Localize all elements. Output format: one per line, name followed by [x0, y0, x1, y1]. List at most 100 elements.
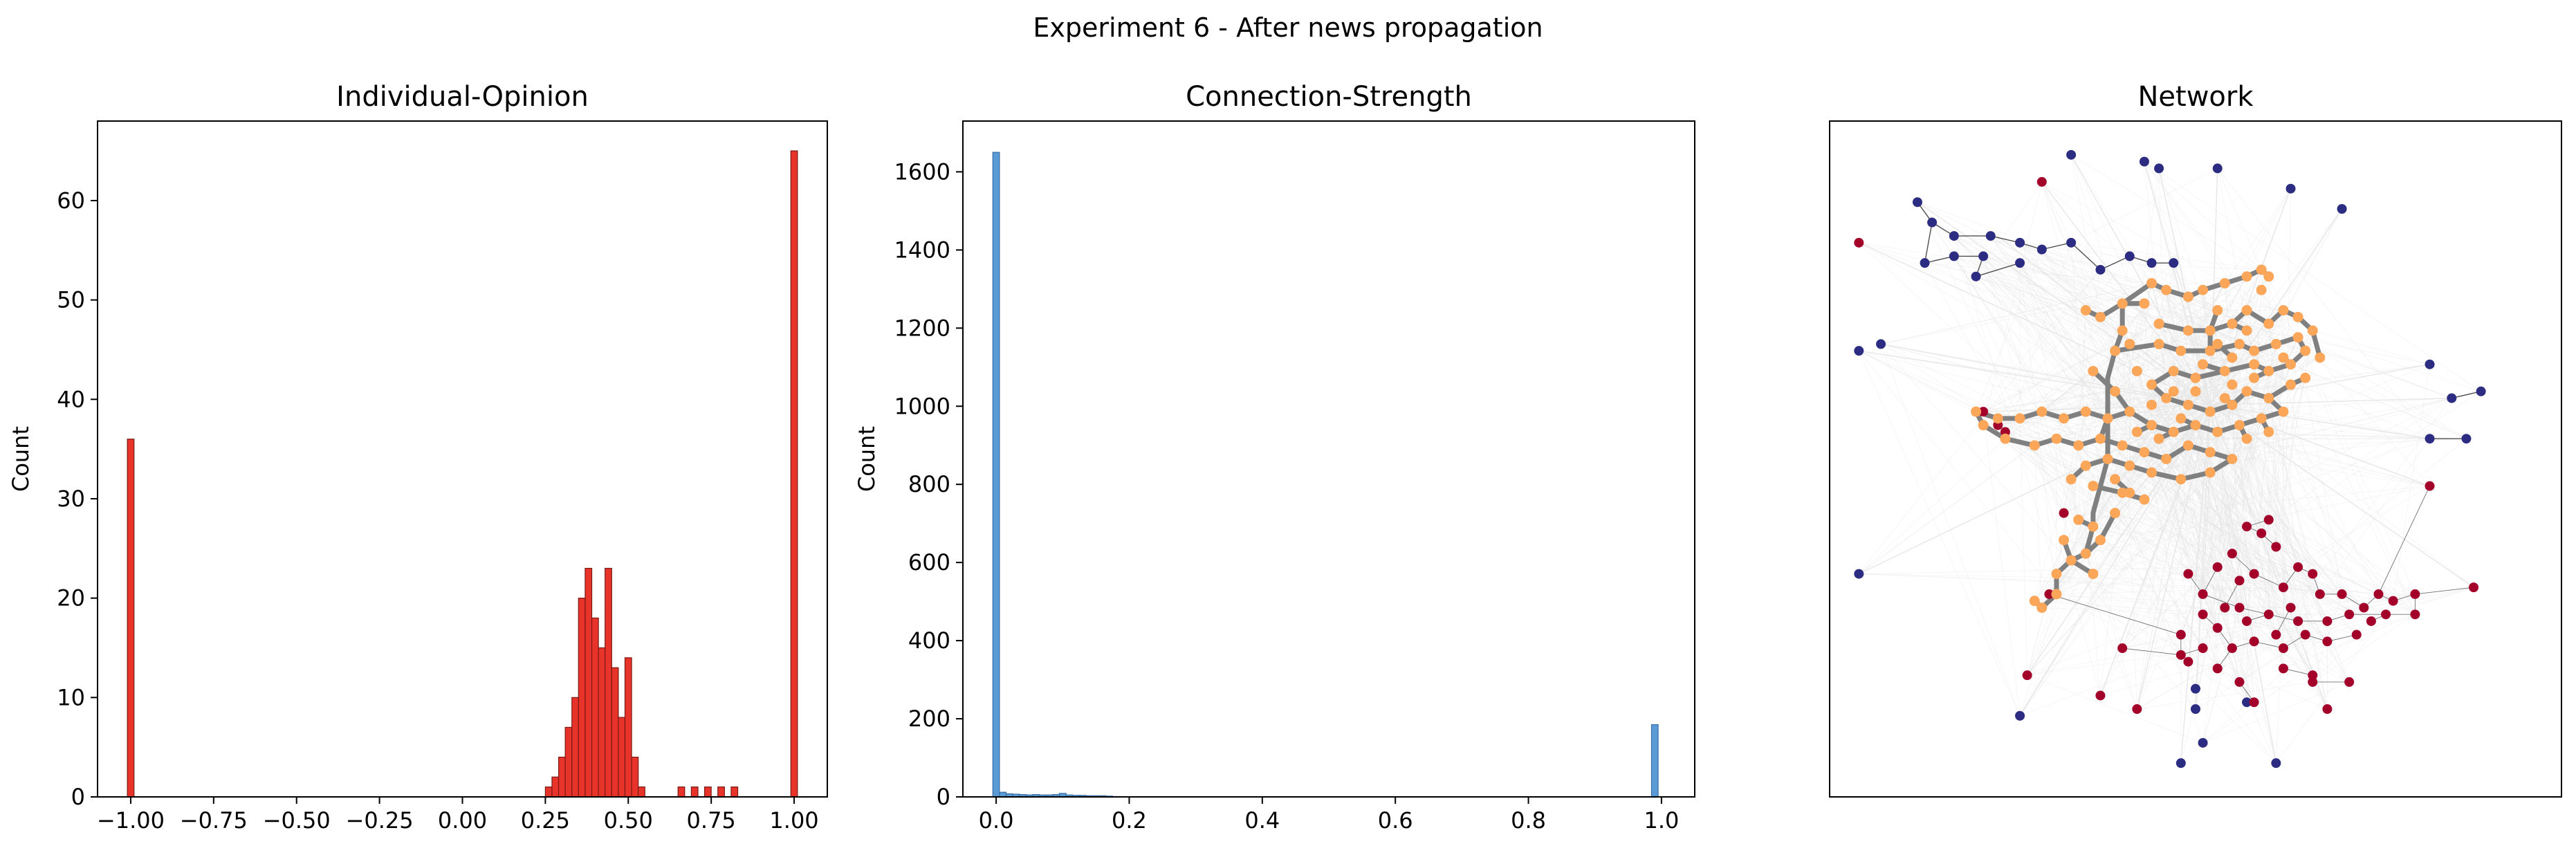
- background-edge: [2115, 513, 2233, 554]
- node-red: [1854, 237, 1864, 248]
- node-orange: [2036, 406, 2048, 417]
- background-edge: [1982, 256, 2270, 615]
- node-orange: [2241, 325, 2252, 336]
- background-edge: [2070, 154, 2101, 318]
- background-edge: [2122, 594, 2416, 649]
- spoke-edge: [2210, 404, 2430, 439]
- node-orange: [2182, 325, 2193, 336]
- background-edge: [1917, 201, 1976, 277]
- node-orange: [2095, 535, 2106, 546]
- background-edge: [2202, 364, 2218, 669]
- node-red: [2425, 481, 2435, 491]
- background-edge: [1880, 344, 2196, 710]
- node-orange: [2059, 535, 2070, 546]
- y-tick-label: 1600: [894, 158, 950, 185]
- node-orange: [2249, 372, 2260, 383]
- node-blue: [2476, 386, 2486, 396]
- background-edge: [2151, 283, 2218, 567]
- background-edge: [2217, 384, 2233, 567]
- background-edge: [2268, 276, 2416, 615]
- background-edge: [2019, 242, 2079, 520]
- background-edge: [2005, 438, 2240, 608]
- node-blue: [1876, 339, 1886, 349]
- background-edge: [2158, 438, 2299, 622]
- background-edge: [2195, 425, 2328, 710]
- background-edge: [2232, 405, 2240, 608]
- node-orange: [2088, 365, 2099, 376]
- background-edge: [2246, 620, 2306, 635]
- background-edge: [2070, 560, 2276, 764]
- node-red: [2198, 643, 2208, 654]
- background-edge: [2297, 573, 2313, 622]
- node-red: [2300, 629, 2310, 640]
- red-cluster-edge: [2415, 587, 2474, 595]
- spoke-edge: [2210, 363, 2430, 406]
- background-edge: [2268, 323, 2357, 635]
- background-edge: [2027, 479, 2115, 676]
- background-edge: [2129, 276, 2247, 493]
- background-edge: [2254, 350, 2379, 595]
- node-blue: [2124, 251, 2135, 261]
- background-edge: [2224, 188, 2291, 284]
- background-edge: [1976, 276, 2328, 622]
- node-blue: [2425, 434, 2435, 444]
- blue-cluster-edge: [1924, 222, 1933, 264]
- blue-cluster-edge: [1990, 235, 2021, 243]
- background-edge: [2254, 310, 2284, 365]
- background-edge: [2070, 154, 2218, 628]
- node-orange: [1978, 420, 1989, 431]
- spoke-edge: [1858, 404, 2211, 575]
- background-edge: [1924, 262, 2064, 513]
- node-blue: [2191, 704, 2200, 714]
- background-edge: [2180, 418, 2270, 615]
- node-blue: [1949, 231, 1959, 241]
- node-blue: [1971, 271, 1981, 282]
- background-edge: [2180, 520, 2270, 656]
- background-edge: [2217, 168, 2430, 439]
- node-blue: [2461, 434, 2472, 444]
- background-edge: [2085, 290, 2167, 554]
- node-orange: [2212, 338, 2223, 349]
- background-edge: [2019, 263, 2057, 594]
- node-orange: [2182, 291, 2193, 302]
- spoke-edge: [1859, 350, 2211, 406]
- histogram-bar: [624, 657, 632, 798]
- background-edge: [2217, 344, 2306, 635]
- y-tick-label: 30: [57, 486, 85, 512]
- node-orange: [2205, 467, 2216, 478]
- background-edge: [2078, 520, 2416, 595]
- background-edge: [2019, 242, 2284, 588]
- background-edge: [2041, 269, 2262, 412]
- background-edge: [2268, 546, 2276, 615]
- background-edge: [1953, 256, 2079, 520]
- node-orange: [2219, 365, 2230, 376]
- background-edge: [2041, 411, 2350, 615]
- node-orange: [2292, 332, 2303, 343]
- node-orange: [2139, 447, 2150, 458]
- background-edge: [2180, 398, 2452, 480]
- background-edge: [2180, 398, 2270, 635]
- x-tick-label: −0.75: [180, 807, 248, 834]
- background-edge: [2275, 330, 2313, 547]
- node-red: [2263, 609, 2274, 620]
- node-orange: [2146, 467, 2158, 478]
- node-blue: [1949, 251, 1959, 261]
- node-orange: [2168, 386, 2179, 397]
- figure-title: Experiment 6 - After news propagation: [1033, 12, 1543, 43]
- background-edge: [2283, 641, 2328, 649]
- background-edge: [2158, 439, 2255, 703]
- background-edge: [2195, 290, 2203, 378]
- node-red: [2132, 704, 2142, 714]
- background-edge: [2070, 242, 2094, 527]
- background-edge: [2195, 269, 2262, 710]
- background-edge: [2070, 154, 2152, 284]
- histogram-individual-opinion: Individual-Opinion −1.00 −0.75 −0.50 −0.25 0.…: [8, 81, 828, 834]
- background-edge: [2144, 452, 2247, 703]
- background-edge: [2246, 391, 2299, 622]
- background-edge: [2261, 533, 2350, 683]
- node-orange: [2227, 352, 2238, 363]
- background-edge: [2092, 479, 2182, 527]
- histogram-bar: [578, 598, 586, 798]
- background-edge: [2268, 364, 2291, 432]
- background-edge: [1931, 222, 2196, 378]
